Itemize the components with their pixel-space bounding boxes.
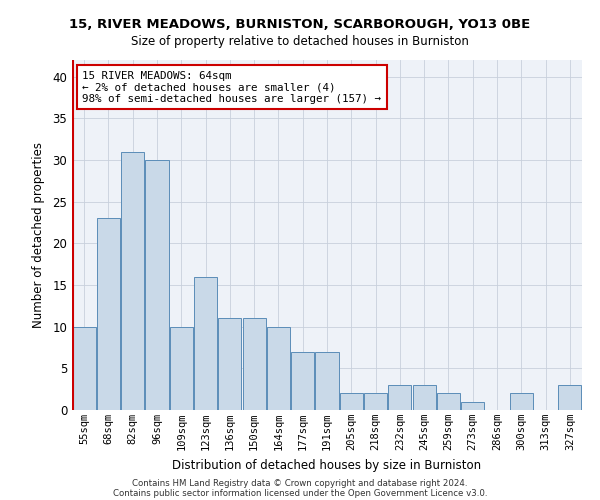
Bar bbox=[510, 394, 533, 410]
Bar bbox=[559, 385, 581, 410]
Bar bbox=[437, 394, 460, 410]
Text: 15, RIVER MEADOWS, BURNISTON, SCARBOROUGH, YO13 0BE: 15, RIVER MEADOWS, BURNISTON, SCARBOROUG… bbox=[70, 18, 530, 30]
Bar bbox=[218, 318, 241, 410]
Bar bbox=[388, 385, 412, 410]
Bar bbox=[145, 160, 169, 410]
Bar bbox=[364, 394, 387, 410]
Bar bbox=[194, 276, 217, 410]
Bar bbox=[121, 152, 144, 410]
Text: Size of property relative to detached houses in Burniston: Size of property relative to detached ho… bbox=[131, 35, 469, 48]
Bar bbox=[340, 394, 363, 410]
Bar bbox=[73, 326, 95, 410]
Bar bbox=[316, 352, 338, 410]
Bar bbox=[461, 402, 484, 410]
Y-axis label: Number of detached properties: Number of detached properties bbox=[32, 142, 46, 328]
Text: Contains public sector information licensed under the Open Government Licence v3: Contains public sector information licen… bbox=[113, 488, 487, 498]
Bar bbox=[413, 385, 436, 410]
Text: 15 RIVER MEADOWS: 64sqm
← 2% of detached houses are smaller (4)
98% of semi-deta: 15 RIVER MEADOWS: 64sqm ← 2% of detached… bbox=[82, 70, 381, 104]
Bar bbox=[267, 326, 290, 410]
Bar bbox=[97, 218, 120, 410]
Text: Contains HM Land Registry data © Crown copyright and database right 2024.: Contains HM Land Registry data © Crown c… bbox=[132, 478, 468, 488]
Bar bbox=[242, 318, 266, 410]
X-axis label: Distribution of detached houses by size in Burniston: Distribution of detached houses by size … bbox=[172, 458, 482, 471]
Bar bbox=[170, 326, 193, 410]
Bar bbox=[291, 352, 314, 410]
